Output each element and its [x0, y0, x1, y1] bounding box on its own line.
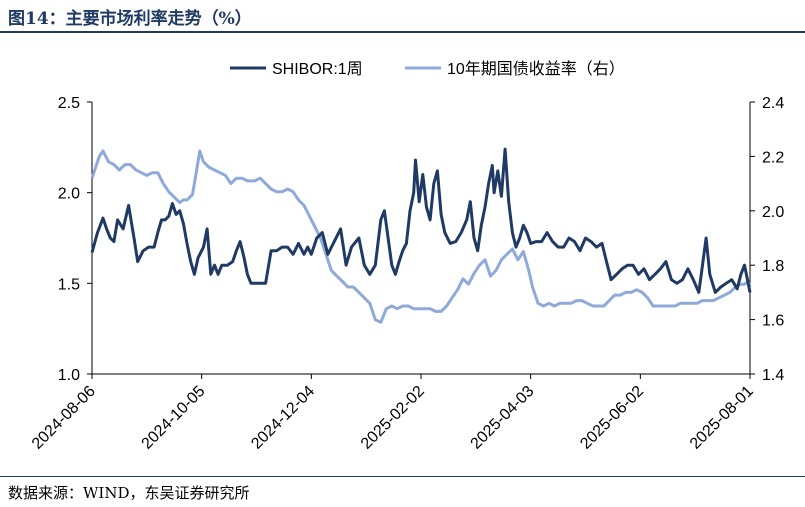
series-line-shibor: [90, 147, 752, 294]
y-left-tick-label: 1.0: [58, 367, 80, 384]
x-tick-label: 2025-02-02: [358, 383, 428, 453]
title-rule: [0, 31, 805, 33]
series-line-bond10y: [90, 149, 752, 324]
y-right-tick-label: 2.4: [762, 95, 784, 112]
y-left-tick-label: 2.5: [58, 95, 80, 112]
y-left-tick-label: 1.5: [58, 276, 80, 293]
source-note: 数据来源：WIND，东吴证券研究所: [8, 484, 250, 502]
figure-title: 图14：主要市场利率走势（%）: [8, 9, 252, 29]
x-tick-label: 2024-12-04: [248, 383, 318, 453]
x-tick-label: 2025-06-02: [577, 383, 647, 453]
source-rule: [0, 476, 805, 477]
x-tick-label: 2025-08-01: [687, 383, 757, 453]
legend-label-shibor: SHIBOR:1周: [272, 61, 363, 78]
legend-label-bond10y: 10年期国债收益率（右）: [447, 60, 625, 78]
y-right-tick-label: 1.6: [762, 313, 784, 330]
y-right-tick-label: 1.4: [762, 367, 784, 384]
y-left-tick-label: 2.0: [58, 186, 80, 203]
x-tick-label: 2025-04-03: [468, 383, 538, 453]
y-right-tick-label: 1.8: [762, 258, 784, 275]
x-tick-label: 2024-08-06: [29, 383, 99, 453]
y-right-tick-label: 2.0: [762, 204, 784, 221]
chart-series: [90, 147, 752, 324]
chart-legend: SHIBOR:1周 10年期国债收益率（右）: [230, 60, 625, 78]
y-right-tick-label: 2.2: [762, 149, 784, 166]
line-chart: 1.0 1.5 2.0 2.5 1.4 1.6 1.8 2.0 2.2 2.4 2024-08-06…: [29, 60, 784, 453]
x-tick-label: 2024-10-05: [139, 383, 209, 453]
